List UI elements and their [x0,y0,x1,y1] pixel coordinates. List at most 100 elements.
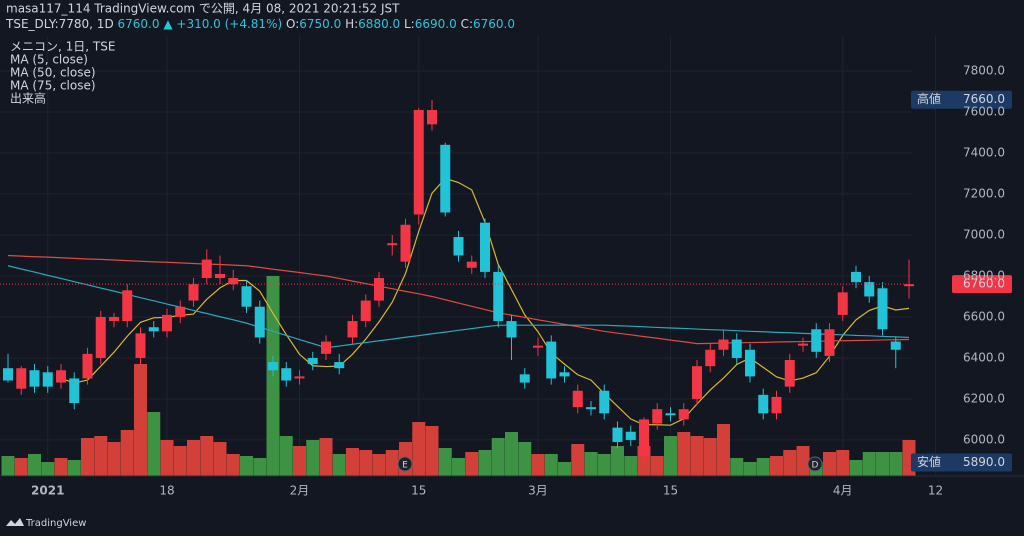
footer: TradingView [25,518,86,529]
candle-body [493,271,504,322]
event-d[interactable]: D [807,456,823,472]
x-tick-label: 12 [928,484,943,498]
extreme-name: 高値 [917,91,941,106]
candle-body [851,271,861,283]
candle-body [453,237,464,256]
x-tick-label: 4月 [833,484,853,498]
candle-body [519,374,530,383]
volume-bar [756,458,770,476]
candle-body [400,224,411,262]
candle-body [705,349,716,367]
last-price-tag [952,275,1012,294]
candle-body [69,378,80,404]
volume-bar [491,438,505,476]
volume-bar [359,450,373,476]
volume-bar [876,452,889,476]
volume-bar [730,458,744,476]
event-label: D [812,461,819,471]
y-tick-label: 6400.0 [963,350,1005,364]
h-value: 6880.0 [358,17,400,31]
volume-bar [1,456,15,476]
y-tick-label: 7600.0 [963,105,1005,119]
y-tick-label: 6000.0 [963,432,1005,446]
volume-bar [332,454,346,476]
volume-bar [41,462,55,476]
y-tick-label: 7000.0 [963,227,1005,241]
candle-body [506,321,517,338]
extreme-value: 7660.0 [963,92,1005,106]
volume-bar [372,454,386,476]
volume-bar [531,454,545,476]
y-tick-label: 6200.0 [963,391,1005,405]
candle-body [95,316,106,358]
candle-body [718,339,729,350]
candle-body [360,300,371,322]
x-tick-label: 18 [159,484,174,498]
volume-bar [743,462,757,476]
candle-body [215,273,225,279]
volume-bar [597,454,611,476]
x-tick-label: 3月 [528,484,548,498]
candle-body [387,243,398,246]
ma-line [7,265,910,349]
candle-body [175,306,186,317]
volume-bar [452,458,465,476]
volume-bar [120,430,134,476]
candle-body [16,368,27,389]
volume-bar [187,440,200,476]
candle-body [427,109,437,125]
candle-body [466,261,477,268]
volume-bar [677,432,691,476]
volume-bar [690,436,704,476]
y-tick-label: 7200.0 [963,187,1005,201]
volume-bar [478,450,492,476]
volume-bar [823,452,836,476]
volume-bar [783,450,797,476]
candle-body [864,282,875,297]
legend-entry: MA (50, close) [10,66,96,80]
volume-bar [544,454,558,476]
candle-body [877,288,888,330]
volume-bar [226,454,240,476]
price-tags: 6760.0 高値 7660.0 安値 5890.0 [0,90,1012,472]
l-label: L: [404,17,415,31]
candle-body [771,396,782,414]
volume-bar [54,458,68,476]
volume-bar [796,446,810,476]
volume-bar [293,446,306,476]
volume-bar [14,458,28,476]
candle-body [784,360,795,387]
candle-body [678,409,689,420]
volume-bar [611,446,624,476]
volume-bar [584,452,598,476]
candle-body [533,345,543,348]
legend-entry: MA (5, close) [10,53,88,67]
volume-bar [67,460,81,476]
candle-body [440,144,451,213]
volume-bar [465,452,479,476]
candle-body [241,286,252,307]
volume-bar [664,436,677,476]
volume-bar [160,440,174,476]
candle-body [731,339,742,358]
candle-body [201,259,212,279]
c-value: 6760.0 [473,17,515,31]
candle-body [665,413,676,416]
ma-line [7,254,910,345]
extreme-value: 5890.0 [963,455,1005,469]
c-label: C: [461,17,473,31]
candle-body [321,341,331,354]
volume-bar [147,412,161,476]
extreme-tag [911,90,1012,109]
volume-bar [889,452,903,476]
extreme-name: 安値 [917,454,941,469]
chart-title: メニコン, 1日, TSE [10,40,115,54]
y-tick-label: 7400.0 [963,146,1005,160]
event-e[interactable]: E [397,456,413,472]
volume-bar [81,438,94,476]
volume-bar [558,462,571,476]
logo[interactable]: TradingView [6,518,86,529]
l-value: 6690.0 [415,17,457,31]
volume-bar [346,448,359,476]
